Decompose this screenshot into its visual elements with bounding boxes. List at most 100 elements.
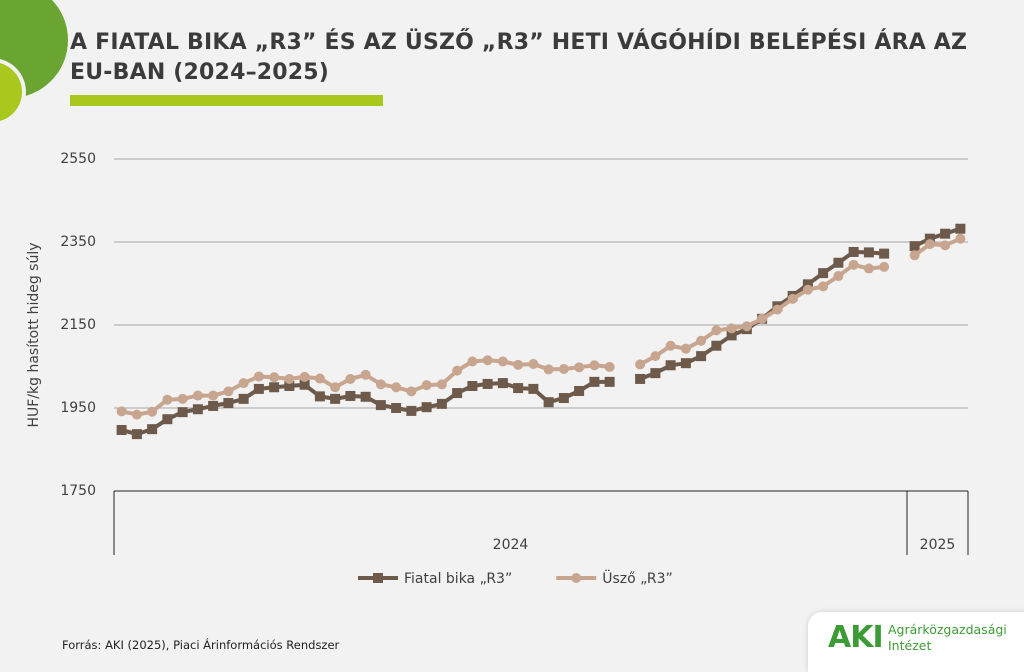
logo-line: Intézet bbox=[888, 638, 932, 653]
marker bbox=[360, 369, 371, 380]
marker bbox=[833, 271, 844, 282]
marker bbox=[467, 381, 478, 392]
marker bbox=[558, 393, 569, 404]
marker bbox=[818, 281, 829, 292]
marker bbox=[360, 391, 371, 402]
marker bbox=[373, 573, 383, 583]
marker bbox=[497, 378, 508, 389]
marker bbox=[848, 259, 859, 270]
marker bbox=[253, 383, 264, 394]
chart-title: A FIATAL BIKA „R3” ÉS AZ ÜSZŐ „R3” HETI … bbox=[70, 30, 968, 85]
marker bbox=[604, 361, 615, 372]
marker bbox=[497, 356, 508, 367]
marker bbox=[147, 424, 158, 435]
marker bbox=[177, 393, 188, 404]
marker bbox=[741, 321, 752, 332]
marker bbox=[147, 406, 158, 417]
marker bbox=[391, 382, 402, 393]
marker bbox=[558, 363, 569, 374]
marker bbox=[818, 268, 829, 279]
marker bbox=[131, 429, 142, 440]
marker bbox=[848, 246, 859, 257]
marker bbox=[299, 379, 310, 390]
marker bbox=[863, 247, 874, 258]
marker bbox=[284, 373, 295, 384]
marker bbox=[162, 414, 173, 425]
y-tick-label: 2350 bbox=[60, 234, 96, 250]
marker bbox=[680, 358, 691, 369]
marker bbox=[284, 381, 295, 392]
marker bbox=[879, 248, 890, 259]
marker bbox=[772, 304, 783, 315]
marker bbox=[345, 373, 356, 384]
marker bbox=[223, 386, 234, 397]
marker bbox=[436, 398, 447, 409]
marker bbox=[421, 402, 432, 413]
title-underline bbox=[70, 95, 383, 106]
logo: AKI Agrárközgazdasági Intézet bbox=[808, 612, 1024, 672]
marker bbox=[238, 378, 249, 389]
y-tick-label: 2550 bbox=[60, 151, 96, 167]
y-tick-label: 1750 bbox=[60, 483, 96, 499]
marker bbox=[909, 241, 920, 252]
decor-circle bbox=[0, 63, 22, 121]
marker bbox=[955, 233, 966, 244]
marker bbox=[680, 343, 691, 354]
marker bbox=[131, 409, 142, 420]
marker bbox=[802, 284, 813, 295]
marker bbox=[345, 390, 356, 401]
marker bbox=[879, 261, 890, 272]
marker bbox=[726, 323, 737, 334]
marker bbox=[269, 372, 280, 383]
marker bbox=[192, 390, 203, 401]
marker bbox=[421, 380, 432, 391]
marker bbox=[924, 233, 935, 244]
marker bbox=[635, 373, 646, 384]
marker bbox=[604, 376, 615, 387]
marker bbox=[589, 376, 600, 387]
marker bbox=[513, 383, 524, 394]
marker bbox=[802, 279, 813, 290]
marker bbox=[757, 313, 768, 324]
marker bbox=[543, 364, 554, 375]
marker bbox=[635, 359, 646, 370]
marker bbox=[238, 393, 249, 404]
marker bbox=[314, 373, 325, 384]
source-note: Forrás: AKI (2025), Piaci Árinformációs … bbox=[62, 638, 340, 652]
marker bbox=[208, 400, 219, 411]
marker bbox=[665, 340, 676, 351]
marker bbox=[726, 330, 737, 341]
marker bbox=[162, 394, 173, 405]
marker bbox=[711, 340, 722, 351]
y-tick-label: 2150 bbox=[60, 317, 96, 333]
marker bbox=[833, 257, 844, 268]
marker bbox=[253, 371, 264, 382]
marker bbox=[116, 406, 127, 417]
marker bbox=[924, 239, 935, 250]
marker bbox=[955, 223, 966, 234]
marker bbox=[696, 351, 707, 362]
y-tick-label: 1950 bbox=[60, 400, 96, 416]
marker bbox=[863, 263, 874, 274]
marker bbox=[696, 335, 707, 346]
marker bbox=[543, 397, 554, 408]
marker bbox=[513, 359, 524, 370]
marker bbox=[330, 393, 341, 404]
marker bbox=[589, 360, 600, 371]
marker bbox=[314, 391, 325, 402]
marker bbox=[467, 356, 478, 367]
logo-text: Agrárközgazdasági Intézet bbox=[888, 622, 1007, 654]
marker bbox=[375, 400, 386, 411]
legend-label: Fiatal bika „R3” bbox=[404, 571, 512, 587]
marker bbox=[528, 359, 539, 370]
marker bbox=[406, 405, 417, 416]
marker bbox=[223, 398, 234, 409]
marker bbox=[482, 355, 493, 366]
marker bbox=[650, 368, 661, 379]
marker bbox=[269, 382, 280, 393]
marker bbox=[299, 371, 310, 382]
logo-line: Agrárközgazdasági bbox=[888, 622, 1007, 637]
marker bbox=[650, 351, 661, 362]
y-axis-label: HUF/kg hasított hideg súly bbox=[26, 242, 42, 427]
